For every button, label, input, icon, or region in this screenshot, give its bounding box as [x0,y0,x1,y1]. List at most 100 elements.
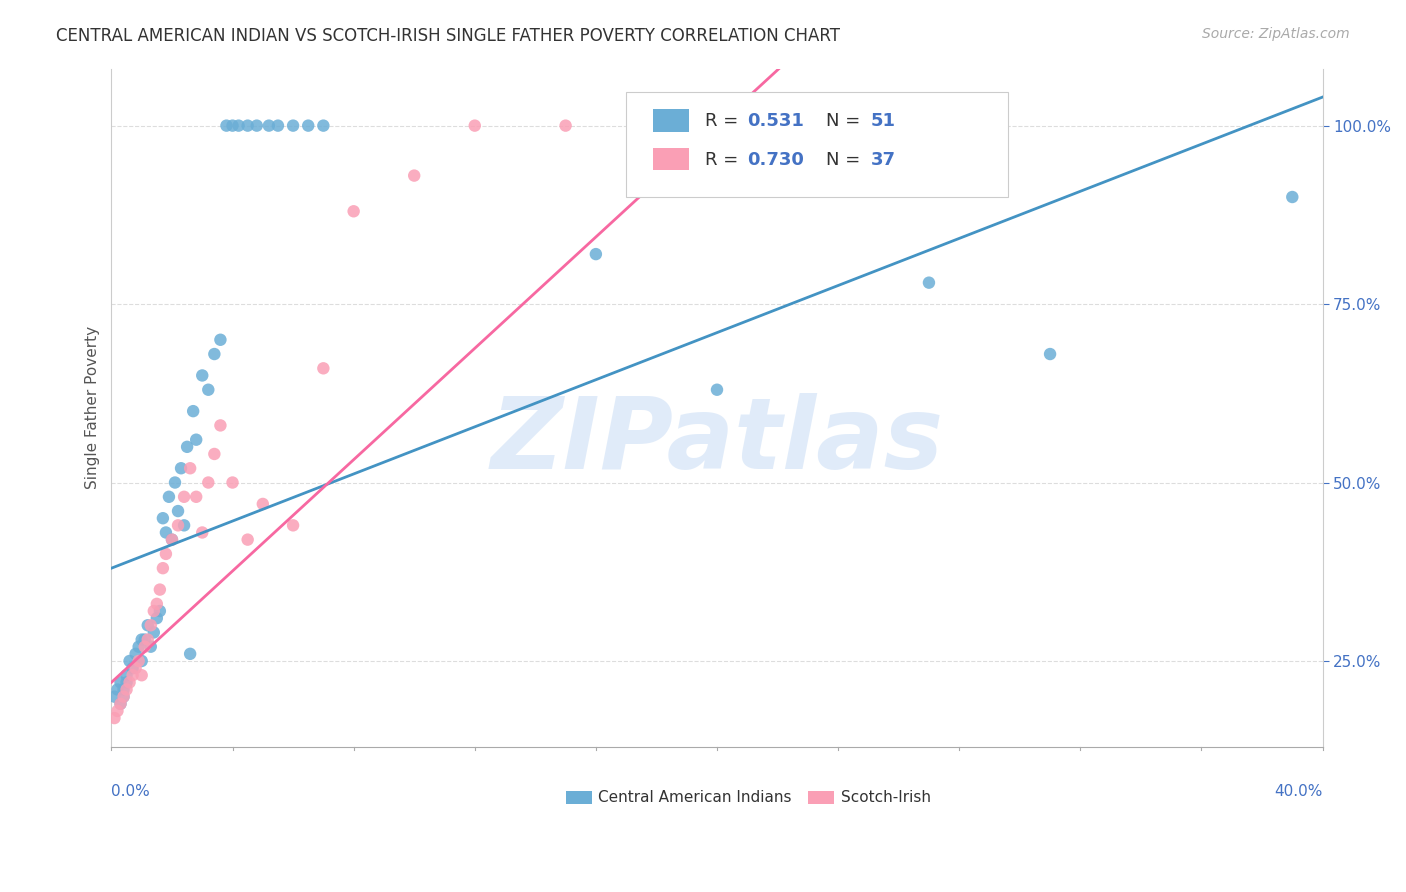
Text: 0.730: 0.730 [747,151,804,169]
Point [221,475,243,490]
Point [179,461,201,475]
Point [152,561,174,575]
Point [312,119,335,133]
Point [585,247,607,261]
Text: Scotch-Irish: Scotch-Irish [841,790,931,805]
Text: Central American Indians: Central American Indians [599,790,792,805]
Point [131,654,153,668]
Point [236,533,259,547]
Point [343,204,366,219]
Point [167,518,190,533]
Point [152,511,174,525]
Point [1281,190,1303,204]
Point [128,640,150,654]
Text: Source: ZipAtlas.com: Source: ZipAtlas.com [1202,27,1350,41]
FancyBboxPatch shape [626,92,1008,197]
Point [186,433,208,447]
Point [209,418,232,433]
Point [297,119,319,133]
Point [155,525,177,540]
Point [176,440,198,454]
Point [464,119,486,133]
Text: ZIPatlas: ZIPatlas [491,393,943,490]
Point [110,675,132,690]
Point [124,661,146,675]
Text: N =: N = [825,112,866,129]
Point [136,618,159,632]
Point [202,347,225,361]
Point [118,675,141,690]
Bar [565,790,592,805]
Point [181,404,204,418]
Point [191,525,214,540]
Bar [808,790,835,805]
Point [252,497,274,511]
Point [110,697,132,711]
Text: R =: R = [704,151,744,169]
Point [281,518,304,533]
Point [267,119,290,133]
Point [170,461,193,475]
Point [554,119,576,133]
Point [197,383,219,397]
Point [112,690,135,704]
Point [110,697,132,711]
Point [149,582,172,597]
Point [179,647,201,661]
Text: 0.531: 0.531 [747,112,804,129]
Point [146,611,169,625]
Point [115,682,138,697]
Point [131,632,153,647]
Point [173,490,195,504]
Point [1039,347,1062,361]
Point [142,625,165,640]
Point [121,661,143,675]
Text: 51: 51 [870,112,896,129]
Point [118,654,141,668]
Point [163,475,186,490]
Point [139,640,162,654]
Point [228,119,250,133]
Point [209,333,232,347]
Point [139,618,162,632]
Point [918,276,941,290]
Text: N =: N = [825,151,866,169]
Point [142,604,165,618]
Point [706,119,728,133]
Point [136,632,159,647]
Point [121,668,143,682]
Point [215,119,238,133]
Point [160,533,183,547]
Point [115,675,138,690]
Point [115,668,138,682]
Text: CENTRAL AMERICAN INDIAN VS SCOTCH-IRISH SINGLE FATHER POVERTY CORRELATION CHART: CENTRAL AMERICAN INDIAN VS SCOTCH-IRISH … [56,27,841,45]
Point [149,604,172,618]
Point [221,119,243,133]
Point [155,547,177,561]
Point [404,169,426,183]
Point [134,632,156,647]
Text: R =: R = [704,112,744,129]
Text: 40.0%: 40.0% [1274,784,1323,799]
Point [103,690,125,704]
Point [107,704,129,718]
Point [312,361,335,376]
Text: 37: 37 [870,151,896,169]
Point [191,368,214,383]
Point [197,475,219,490]
Point [131,668,153,682]
Point [124,647,146,661]
Point [281,119,304,133]
Point [246,119,269,133]
Bar [652,148,689,170]
Point [112,690,135,704]
Y-axis label: Single Father Poverty: Single Father Poverty [86,326,100,489]
Point [706,383,728,397]
Point [160,533,183,547]
Point [167,504,190,518]
Point [173,518,195,533]
Bar [652,109,689,132]
Point [134,640,156,654]
Point [202,447,225,461]
Text: 0.0%: 0.0% [111,784,150,799]
